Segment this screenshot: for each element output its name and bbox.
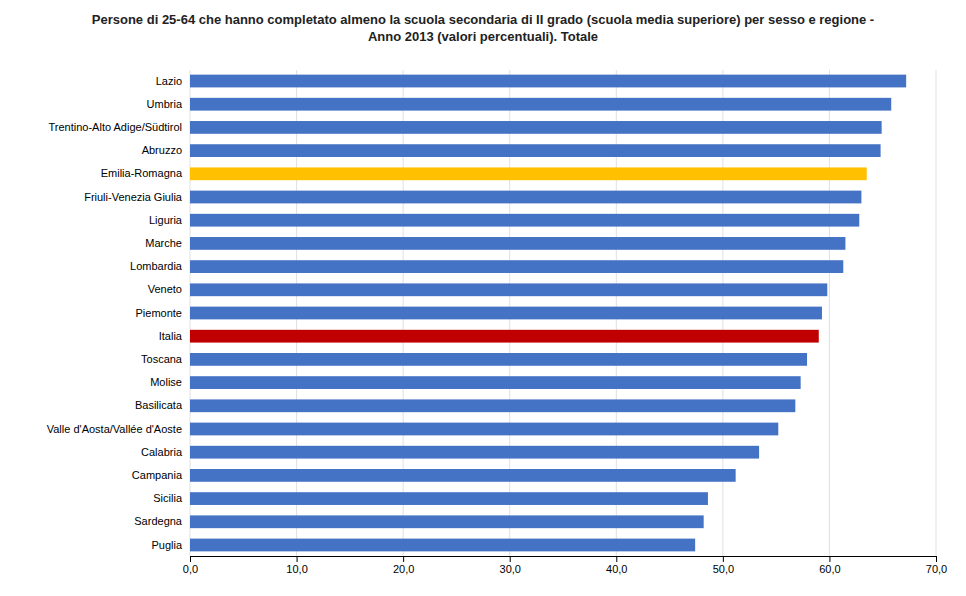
y-tick: Friuli-Venezia Giulia [84, 191, 183, 203]
chart: Persone di 25-64 che hanno completato al… [0, 0, 966, 596]
bar [190, 75, 906, 88]
bar [190, 191, 861, 204]
y-tick: Umbria [147, 98, 183, 110]
y-tick-label: Liguria [149, 214, 183, 226]
y-tick-label: Lombardia [130, 260, 183, 272]
x-tick-label: 0,0 [183, 563, 198, 575]
y-tick-label: Basilicata [135, 399, 183, 411]
bar [190, 353, 807, 366]
bar [190, 237, 845, 250]
y-tick-label: Italia [159, 330, 183, 342]
y-tick-label: Sardegna [134, 515, 183, 527]
x-tick-label: 10,0 [286, 563, 307, 575]
y-tick-label: Molise [150, 376, 182, 388]
y-tick: Marche [145, 237, 182, 249]
x-tick-mark [829, 556, 830, 562]
x-tick-mark [616, 556, 617, 562]
x-tick-mark [510, 556, 511, 562]
y-tick-label: Calabria [141, 446, 183, 458]
x-tick: 50,0 [713, 556, 734, 575]
y-tick-label: Puglia [151, 539, 182, 551]
x-tick: 0,0 [183, 556, 198, 575]
y-tick: Italia [159, 330, 183, 342]
y-tick: Lazio [156, 75, 182, 87]
y-tick-label: Valle d'Aosta/Vallée d'Aoste [47, 423, 182, 435]
y-tick-label: Sicilia [153, 492, 183, 504]
y-tick: Sicilia [153, 492, 183, 504]
y-tick-label: Trentino-Alto Adige/Südtirol [49, 121, 183, 133]
y-axis: Puglia Sardegna Sicilia Campania Calabria Val… [47, 75, 183, 551]
y-tick: Lombardia [130, 260, 183, 272]
y-tick: Emilia-Romagna [101, 167, 183, 179]
y-tick-label: Toscana [141, 353, 183, 365]
y-tick: Trentino-Alto Adige/Südtirol [49, 121, 183, 133]
x-tick: 30,0 [500, 556, 521, 575]
bar [190, 376, 801, 389]
y-tick-label: Umbria [147, 98, 183, 110]
bar [190, 446, 759, 459]
y-tick: Puglia [151, 539, 182, 551]
x-tick: 60,0 [819, 556, 840, 575]
y-tick: Calabria [141, 446, 183, 458]
x-tick-mark [297, 556, 298, 562]
y-tick: Piemonte [136, 307, 182, 319]
bars [190, 75, 906, 552]
bar [190, 260, 843, 273]
x-tick-label: 40,0 [606, 563, 627, 575]
bar [190, 283, 827, 296]
y-tick: Valle d'Aosta/Vallée d'Aoste [47, 423, 182, 435]
title: Persone di 25-64 che hanno completato al… [92, 12, 874, 44]
x-tick: 70,0 [926, 556, 947, 575]
x-tick-label: 30,0 [500, 563, 521, 575]
bar [190, 539, 695, 552]
grid-line [936, 70, 937, 556]
y-tick-label: Lazio [156, 75, 182, 87]
x-tick: 20,0 [393, 556, 414, 575]
y-tick: Veneto [148, 283, 182, 295]
bar [190, 144, 881, 157]
x-axis-line [191, 556, 937, 557]
x-tick-mark [190, 556, 191, 562]
x-tick: 10,0 [286, 556, 307, 575]
bar [190, 167, 867, 180]
bar [190, 515, 704, 528]
x-tick-label: 20,0 [393, 563, 414, 575]
y-tick-label: Veneto [148, 283, 182, 295]
x-axis: 0,0 10,0 20,0 30,0 40,0 50,0 60,0 70,0 [183, 556, 947, 575]
x-tick-mark [403, 556, 404, 562]
bar [190, 399, 795, 412]
y-tick-label: Abruzzo [142, 144, 182, 156]
bar [190, 423, 778, 436]
y-tick: Basilicata [135, 399, 183, 411]
y-tick-label: Emilia-Romagna [101, 167, 183, 179]
bar [190, 214, 859, 227]
grid-line [829, 70, 830, 556]
plot: 0,0 10,0 20,0 30,0 40,0 50,0 60,0 70,0 Puglia Sar… [47, 70, 947, 575]
y-tick: Liguria [149, 214, 183, 226]
bar [190, 121, 882, 134]
x-tick: 40,0 [606, 556, 627, 575]
y-tick: Abruzzo [142, 144, 182, 156]
y-tick: Campania [132, 469, 183, 481]
bar [190, 469, 736, 482]
y-tick: Molise [150, 376, 182, 388]
x-tick-label: 60,0 [819, 563, 840, 575]
y-tick-label: Campania [132, 469, 183, 481]
bar [190, 307, 822, 320]
bar [190, 330, 819, 343]
grid [190, 70, 936, 556]
y-tick-label: Marche [145, 237, 182, 249]
y-tick: Toscana [141, 353, 183, 365]
x-tick-label: 70,0 [926, 563, 947, 575]
y-tick-label: Friuli-Venezia Giulia [84, 191, 183, 203]
bar [190, 492, 708, 505]
x-tick-mark [936, 556, 937, 562]
bar [190, 98, 891, 111]
y-tick-label: Piemonte [136, 307, 182, 319]
x-tick-mark [723, 556, 724, 562]
x-tick-label: 50,0 [713, 563, 734, 575]
y-tick: Sardegna [134, 515, 183, 527]
